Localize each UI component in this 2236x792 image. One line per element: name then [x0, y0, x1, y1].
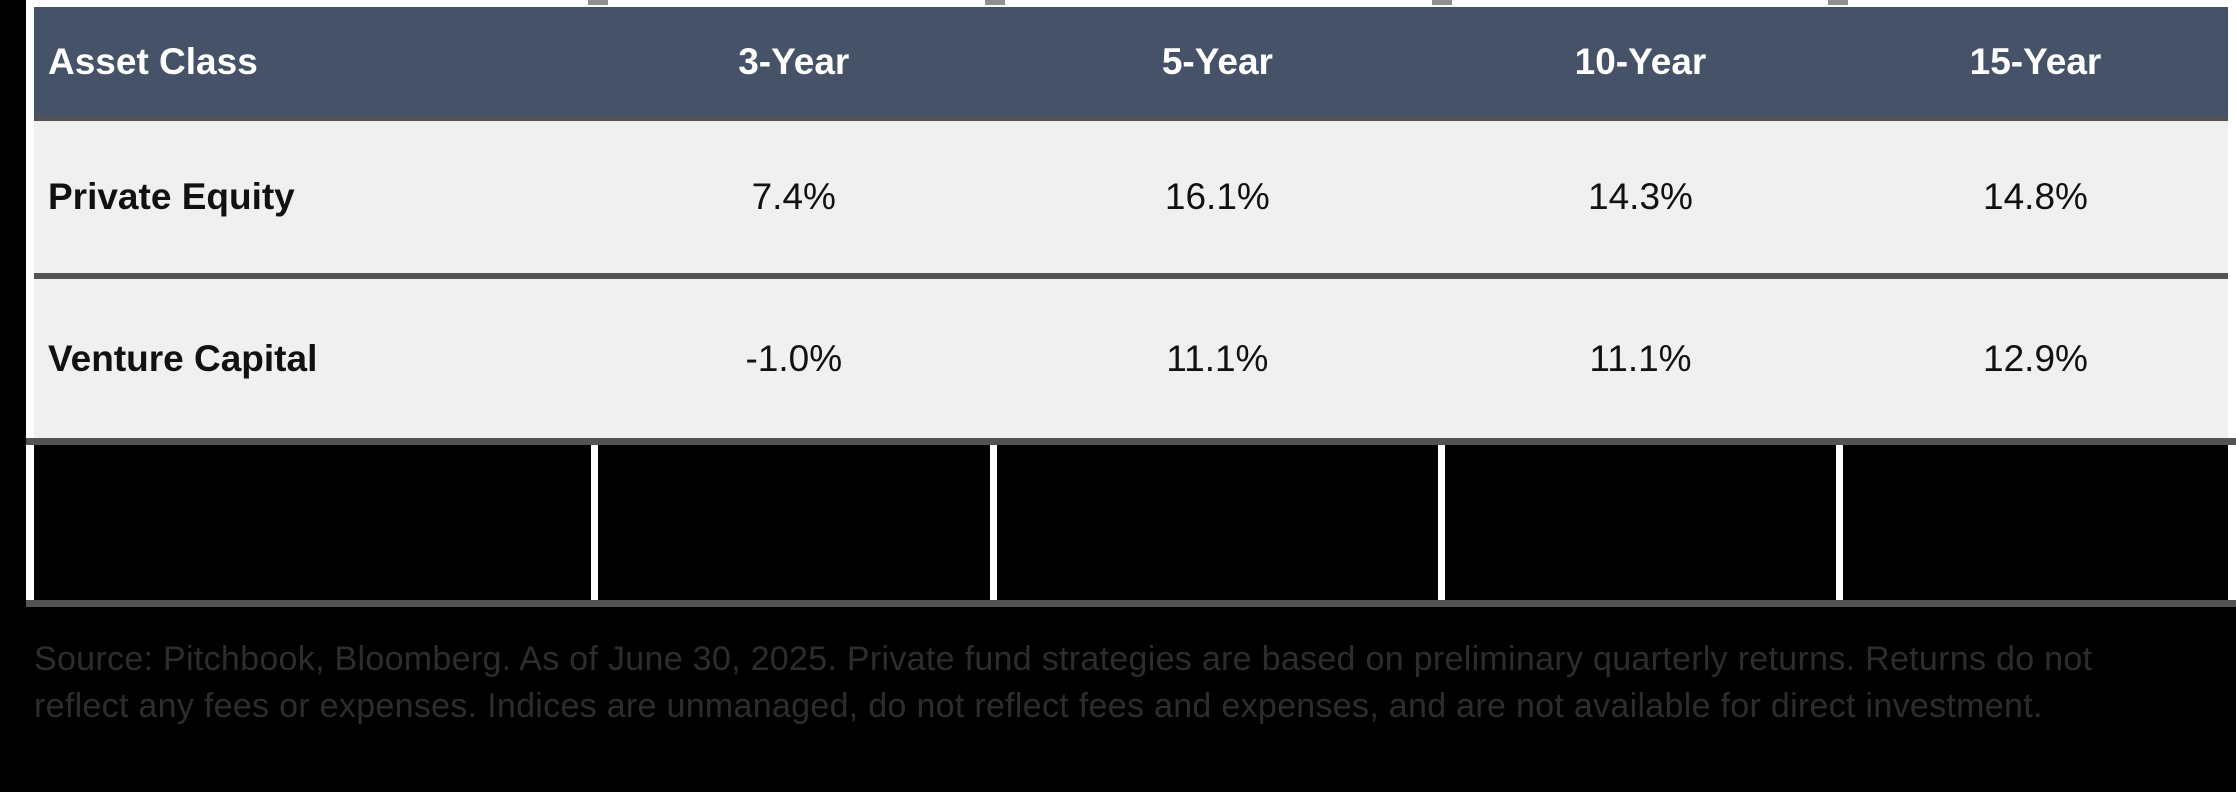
row-divider: [34, 273, 2228, 279]
column-header-5-year: 5-Year: [1161, 40, 1273, 82]
table-header-row: Asset Class 3-Year 5-Year 10-Year 15-Yea…: [34, 7, 2228, 116]
asset-class-name: Private Equity: [48, 176, 295, 217]
redacted-cell: [1842, 445, 2228, 600]
return-value-3yr: 7.4%: [751, 176, 836, 217]
row-divider: [26, 438, 2236, 445]
redacted-cell: [597, 445, 990, 600]
redacted-cell: [996, 445, 1439, 600]
column-edge-tick: [985, 0, 1005, 5]
return-value-15yr: 12.9%: [1983, 337, 2088, 379]
return-value-5yr: 16.1%: [1164, 176, 1270, 217]
table-bottom-border: [26, 600, 2236, 607]
column-edge-tick: [1828, 0, 1848, 5]
source-footnote: Source: Pitchbook, Bloomberg. As of June…: [34, 640, 2093, 725]
table-row-private-equity: Private Equity 7.4% 16.1% 14.3% 14.8%: [34, 121, 2228, 273]
column-header-15-year: 15-Year: [1969, 40, 2102, 82]
redacted-cell: [34, 445, 591, 600]
column-edge-tick: [588, 0, 608, 5]
return-value-10yr: 11.1%: [1589, 337, 1692, 379]
redacted-row: [34, 445, 2228, 600]
row-divider: [34, 116, 2228, 121]
return-value-10yr: 14.3%: [1588, 176, 1693, 217]
return-value-3yr: -1.0%: [745, 337, 843, 379]
column-header-asset-class: Asset Class: [48, 40, 258, 82]
return-value-5yr: 11.1%: [1166, 337, 1269, 379]
redacted-cell: [1445, 445, 1836, 600]
return-value-15yr: 14.8%: [1983, 176, 2088, 217]
table-row-venture-capital: Venture Capital -1.0% 11.1% 11.1% 12.9%: [34, 279, 2228, 438]
column-header-10-year: 10-Year: [1574, 40, 1707, 82]
returns-table: Asset Class 3-Year 5-Year 10-Year 15-Yea…: [26, 0, 2236, 607]
asset-class-name: Venture Capital: [48, 337, 318, 379]
column-header-3-year: 3-Year: [738, 40, 850, 82]
column-edge-tick: [1432, 0, 1452, 5]
